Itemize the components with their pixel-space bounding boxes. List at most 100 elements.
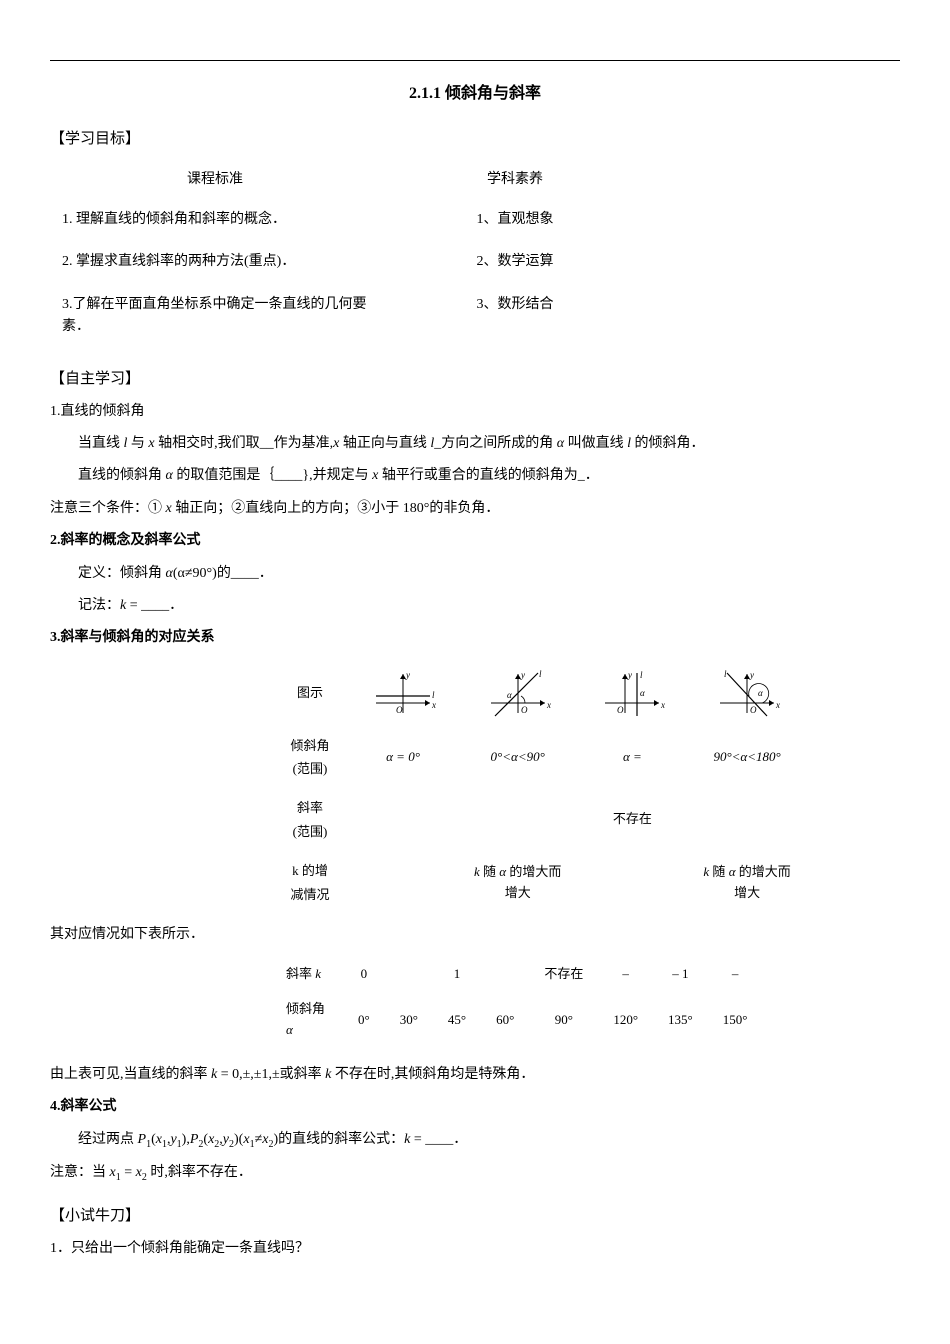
section3-heading: 3.斜率与倾斜角的对应关系 <box>50 627 900 649</box>
s4-pc1: ), <box>182 1132 190 1147</box>
angle-cell-0: α = 0° <box>350 726 456 789</box>
s1p2-pre: 直线的倾斜角 <box>78 468 166 483</box>
s2-not-pre: 记法： <box>78 598 120 613</box>
svg-text:y: y <box>627 670 632 680</box>
sa-r2-6: 135° <box>654 993 707 1047</box>
sa-r2-3: 60° <box>482 993 528 1047</box>
s1p1-m1: 与 <box>127 436 148 451</box>
standards-header-right: 学科素养 <box>380 161 650 199</box>
section1-p2: 直线的倾斜角 α 的取值范围是｛____},并规定与 x 轴平行或重合的直线的倾… <box>50 465 900 487</box>
a0: α = 0° <box>386 749 420 764</box>
a3: 90°<α<180° <box>713 749 780 764</box>
section2-def: 定义：倾斜角 α(α≠90°)的____． <box>50 563 900 585</box>
sa-r1-0: 0 <box>344 958 384 991</box>
s1p1-m3: 轴正向与直线 <box>339 436 430 451</box>
sa-r2-0: 0° <box>344 993 384 1047</box>
diag-cell-1: x y O l α <box>456 660 579 726</box>
s3-sum-suf: 不存在时,其倾斜角均是特殊角． <box>331 1067 534 1082</box>
s1p1-pre: 当直线 <box>78 436 124 451</box>
svg-text:x: x <box>431 700 436 710</box>
sa-r1-6: – 1 <box>654 958 707 991</box>
s3-head-text: 3.斜率与倾斜角的对应关系 <box>50 630 215 645</box>
section2-not: 记法：k = ____． <box>50 595 900 617</box>
trend-cell-0 <box>350 851 456 914</box>
diagram-row-slope: 斜率 (范围) 不存在 <box>270 788 809 851</box>
s1p2-mid: 的取值范围是｛____},并规定与 <box>173 468 372 483</box>
a1: 0°<α<90° <box>491 749 545 764</box>
s2-head-text: 2.斜率的概念及斜率公式 <box>50 533 201 548</box>
axis-diagram-3: x y O l α <box>712 668 782 718</box>
diag-cell-0: x y O l <box>350 660 456 726</box>
svg-text:x: x <box>660 700 665 710</box>
sa-r2-5: 120° <box>599 993 652 1047</box>
svg-text:l: l <box>640 670 643 680</box>
standards-right-2: 2、数学运算 <box>380 241 650 283</box>
standards-header-left: 课程标准 <box>50 161 380 199</box>
svg-text:α: α <box>640 688 645 698</box>
svg-text:y: y <box>405 670 410 680</box>
s2-def-paren: (α≠90°) <box>173 566 217 581</box>
svg-text:O: O <box>396 705 403 715</box>
svg-text:y: y <box>749 670 754 680</box>
sa-r1-2: 1 <box>434 958 480 991</box>
sa-r1-4: 不存在 <box>530 958 597 991</box>
sa-r1-7: – <box>709 958 762 991</box>
angle-cell-2: α = <box>579 726 685 789</box>
s4-note-pre: 注意：当 <box>50 1165 110 1180</box>
diag-cell-3: x y O l α <box>685 660 808 726</box>
sa-r2-1: 30° <box>386 993 432 1047</box>
standards-left-3: 3.了解在平面直角坐标系中确定一条直线的几何要素． <box>50 284 380 349</box>
s4-eq: = ____． <box>410 1132 467 1147</box>
s4-pc2: )( <box>234 1132 243 1147</box>
self-study-heading: 【自主学习】 <box>50 367 900 391</box>
s3-sum-pre: 由上表可见,当直线的斜率 <box>50 1067 211 1082</box>
slope-angle-table: 斜率 k 0 1 不存在 – – 1 – 倾斜角 α 0° 30° 45° 60… <box>270 956 763 1048</box>
diag-label-2: 斜率 (范围) <box>270 788 350 851</box>
section4-heading: 4.斜率公式 <box>50 1096 900 1118</box>
slope-cell-1 <box>456 788 579 851</box>
s1p1-m4: _方向之间所成的角 <box>434 436 557 451</box>
s1p1-suf: 的倾斜角． <box>631 436 705 451</box>
diag-label-3: k 的增 减情况 <box>270 851 350 914</box>
section2-heading: 2.斜率的概念及斜率公式 <box>50 530 900 552</box>
table-row: 1. 理解直线的倾斜角和斜率的概念． 1、直观想象 <box>50 199 650 241</box>
try-q1: 1．只给出一个倾斜角能确定一条直线吗？ <box>50 1238 900 1260</box>
s4-P1: P <box>138 1132 147 1147</box>
svg-text:l: l <box>724 669 727 679</box>
s1p3-pre: 注意三个条件：① <box>50 501 166 516</box>
angle-cell-1: 0°<α<90° <box>456 726 579 789</box>
section4-p: 经过两点 P1(x1,y1),P2(x2,y2)(x1≠x2)的直线的斜率公式：… <box>50 1129 900 1153</box>
sa-r2-4: 90° <box>530 993 597 1047</box>
sa-row-2: 倾斜角 α 0° 30° 45° 60° 90° 120° 135° 150° <box>272 993 761 1047</box>
diag-label-1: 倾斜角 (范围) <box>270 726 350 789</box>
svg-text:x: x <box>775 700 780 710</box>
svg-text:O: O <box>521 705 528 715</box>
s3-sum-mid: = 0,±,±1,±或斜率 <box>217 1067 325 1082</box>
standards-left-2: 2. 掌握求直线斜率的两种方法(重点)． <box>50 241 380 283</box>
svg-text:y: y <box>520 670 525 680</box>
svg-text:α: α <box>507 690 512 700</box>
diagram-row-images: 图示 x y O l x y O <box>270 660 809 726</box>
svg-text:O: O <box>617 705 624 715</box>
s1p1-m2: 轴相交时,我们取__作为基准, <box>155 436 334 451</box>
diag-cell-2: x y O l α <box>579 660 685 726</box>
sa-r1-1 <box>386 958 432 991</box>
table-row: 3.了解在平面直角坐标系中确定一条直线的几何要素． 3、数形结合 <box>50 284 650 349</box>
s2-def-suf: 的____． <box>217 566 273 581</box>
try-heading: 【小试牛刀】 <box>50 1204 900 1228</box>
svg-text:O: O <box>750 705 757 715</box>
s4-note-suf: 时,斜率不存在． <box>147 1165 252 1180</box>
standards-right-3: 3、数形结合 <box>380 284 650 349</box>
sa-row1-label: 斜率 k <box>272 958 342 991</box>
slope-cell-2: 不存在 <box>579 788 685 851</box>
top-rule <box>50 60 900 61</box>
axis-diagram-1: x y O l α <box>483 668 553 718</box>
svg-text:α: α <box>758 688 763 698</box>
svg-text:l: l <box>539 669 542 679</box>
section3-note: 其对应情况如下表所示． <box>50 924 900 946</box>
s2-def-alpha: α <box>166 566 173 581</box>
section1-p1: 当直线 l 与 x 轴相交时,我们取__作为基准,x 轴正向与直线 l_方向之间… <box>50 433 900 455</box>
s2-def-pre: 定义：倾斜角 <box>78 566 166 581</box>
objectives-heading: 【学习目标】 <box>50 127 900 151</box>
sa-r1-3 <box>482 958 528 991</box>
